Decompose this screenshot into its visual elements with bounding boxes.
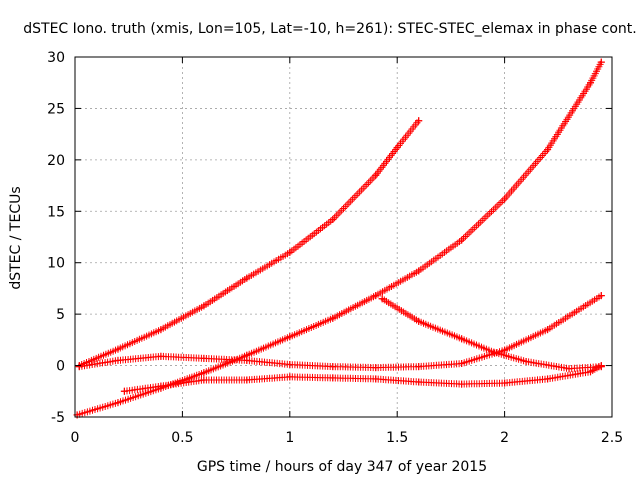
x-tick-label: 1	[285, 430, 294, 446]
y-tick-label: 15	[47, 204, 65, 220]
data-point	[415, 378, 423, 386]
data-point	[75, 363, 83, 371]
y-tick-label: 20	[47, 153, 65, 169]
data-point	[157, 382, 165, 390]
data-point	[458, 335, 466, 343]
data-point	[114, 399, 122, 407]
data-point	[565, 365, 573, 373]
x-tick-label: 2.5	[601, 430, 623, 446]
data-point	[458, 380, 466, 388]
y-tick-label: 0	[56, 359, 65, 375]
x-tick-label: 0.5	[171, 430, 193, 446]
data-point	[501, 346, 509, 354]
data-point	[458, 236, 466, 244]
data-point	[544, 375, 552, 383]
data-point	[157, 326, 165, 334]
data-marks	[73, 58, 605, 419]
data-point	[329, 363, 337, 371]
data-point	[501, 379, 509, 387]
y-tick-label: 10	[47, 256, 65, 272]
plot-frame	[74, 56, 613, 418]
data-point	[415, 267, 423, 275]
data-point	[329, 216, 337, 224]
y-tick-label: 25	[47, 101, 65, 117]
data-point	[415, 363, 423, 371]
data-point	[458, 360, 466, 368]
data-point	[329, 314, 337, 322]
data-point	[200, 302, 208, 310]
data-point	[243, 356, 251, 364]
series-2	[73, 58, 605, 419]
data-point	[200, 369, 208, 377]
data-point	[544, 326, 552, 334]
y-tick-label: -5	[51, 410, 65, 426]
x-tick-label: 1.5	[386, 430, 408, 446]
data-point	[372, 292, 380, 300]
data-point	[372, 364, 380, 372]
data-point	[243, 376, 251, 384]
data-point	[597, 58, 605, 66]
x-tick-label: 0	[71, 430, 80, 446]
data-point	[200, 376, 208, 384]
data-point	[286, 248, 294, 256]
x-axis-label: GPS time / hours of day 347 of year 2015	[197, 459, 487, 475]
series-4	[120, 362, 605, 395]
data-point	[286, 361, 294, 369]
data-point	[329, 374, 337, 382]
y-tick-label: 5	[56, 307, 65, 323]
data-point	[114, 356, 122, 364]
data-point	[378, 295, 386, 303]
data-point	[415, 317, 423, 325]
series-5	[378, 295, 605, 373]
data-point	[597, 363, 605, 371]
data-point	[490, 348, 498, 356]
data-point	[372, 375, 380, 383]
data-point	[243, 274, 251, 282]
y-tick-label: 30	[47, 50, 65, 66]
axis-ticks: 0 0.5 1 1.5 2 2.5 -5 0 5 10 15 20 25 30	[47, 50, 623, 446]
data-point	[501, 195, 509, 203]
data-point	[597, 292, 605, 300]
data-point	[587, 79, 595, 87]
y-axis-label: dSTEC / TECUs	[8, 186, 24, 289]
data-point	[544, 146, 552, 154]
data-point	[393, 144, 401, 152]
data-point	[120, 387, 128, 395]
data-point	[415, 117, 423, 125]
data-point	[200, 354, 208, 362]
data-point	[286, 333, 294, 341]
data-point	[114, 345, 122, 353]
data-point	[157, 352, 165, 360]
data-point	[286, 373, 294, 381]
chart-title: dSTEC Iono. truth (xmis, Lon=105, Lat=-1…	[23, 21, 636, 37]
x-tick-label: 2	[500, 430, 509, 446]
data-point	[522, 357, 530, 365]
data-point	[372, 171, 380, 179]
